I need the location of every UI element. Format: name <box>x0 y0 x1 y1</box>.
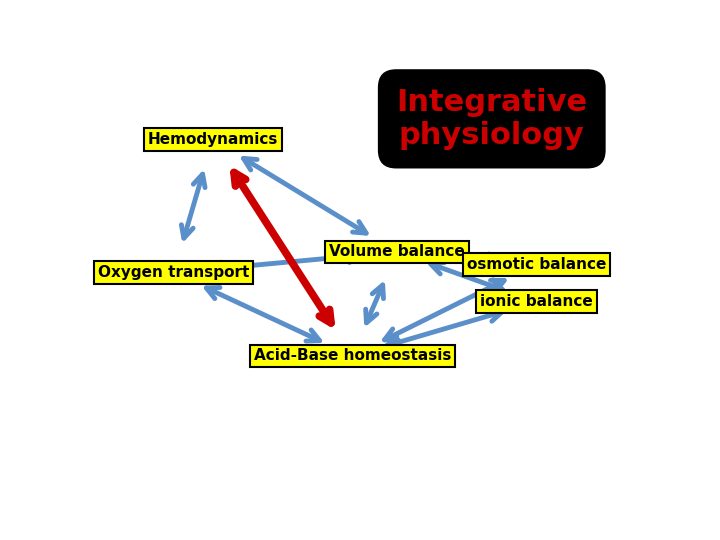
Text: ionic balance: ionic balance <box>480 294 593 309</box>
Text: Volume balance: Volume balance <box>329 245 465 259</box>
Text: Oxygen transport: Oxygen transport <box>98 265 249 280</box>
Text: Acid-Base homeostasis: Acid-Base homeostasis <box>253 348 451 363</box>
Text: Integrative
physiology: Integrative physiology <box>396 87 588 150</box>
Text: Hemodynamics: Hemodynamics <box>148 132 278 147</box>
Text: osmotic balance: osmotic balance <box>467 257 606 272</box>
